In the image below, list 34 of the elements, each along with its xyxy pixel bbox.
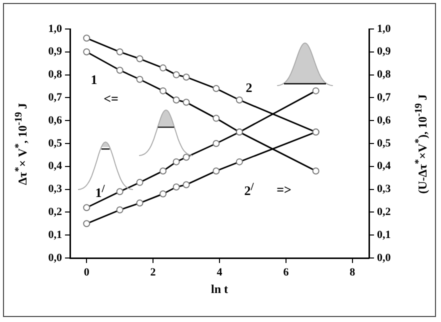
- y2-tick-label: 0,6: [377, 114, 392, 126]
- y2-tick-label: 0,9: [377, 46, 392, 58]
- y-tick-label: 0,7: [48, 92, 62, 104]
- y2-tick-label: 0,4: [377, 160, 392, 172]
- y2-tick-label: 1,0: [377, 22, 392, 35]
- annotation: 2: [246, 80, 252, 96]
- y-tick-label: 0,9: [48, 46, 62, 58]
- y2-tick-label: 0,0: [377, 252, 392, 264]
- y2-tick-label: 0,3: [377, 183, 392, 196]
- x-tick-label: 4: [216, 266, 223, 278]
- y2-tick-label: 0,7: [377, 92, 392, 104]
- x-tick-label: 6: [283, 266, 290, 278]
- y-tick-label: 0,8: [48, 68, 62, 81]
- y2-tick-label: 0,5: [377, 137, 392, 150]
- y-tick-label: 0,2: [48, 206, 62, 218]
- y-tick-label: 0,5: [48, 137, 62, 150]
- annotation: <=: [104, 91, 118, 107]
- x-tick-label: 0: [84, 266, 90, 278]
- y-tick-label: 0,3: [48, 183, 62, 196]
- y-tick-label: 0,4: [48, 160, 62, 172]
- x-tick-label: 2: [150, 266, 156, 278]
- annotation: 1: [90, 72, 98, 88]
- y2-tick-label: 0,1: [377, 228, 391, 241]
- y-tick-label: 0,0: [48, 252, 62, 264]
- y2-tick-label: 0,2: [377, 206, 392, 218]
- y-tick-label: 0,6: [48, 114, 62, 126]
- y-tick-label: 1,0: [48, 22, 62, 35]
- x-axis-title: ln t: [210, 282, 228, 297]
- annotation: =>: [276, 182, 292, 198]
- annotation: 1$^{/}$: [95, 182, 105, 202]
- annotation: 2$^{/}$: [244, 180, 254, 200]
- x-tick-label: 8: [350, 266, 356, 278]
- y-tick-label: 0,1: [48, 228, 62, 241]
- y2-tick-label: 0,8: [377, 68, 392, 81]
